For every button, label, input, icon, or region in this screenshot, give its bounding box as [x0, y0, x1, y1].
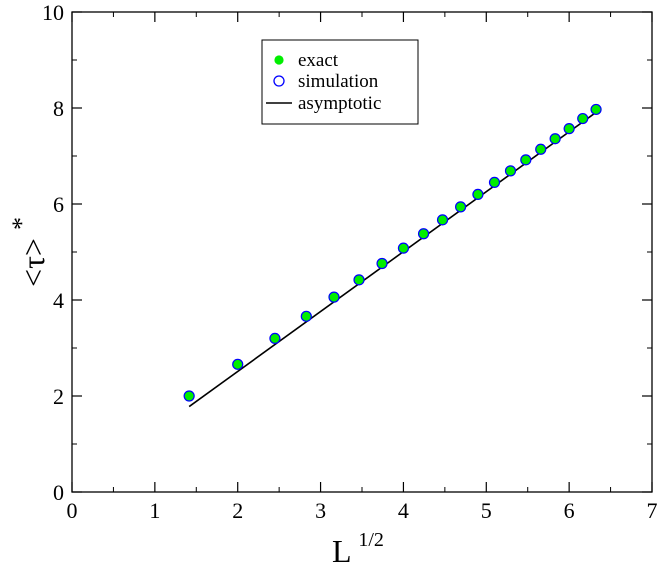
simulation-point — [232, 358, 244, 370]
y-axis-label: <τ> * — [7, 217, 51, 287]
simulation-point — [488, 176, 501, 188]
simulation-point — [183, 390, 195, 402]
simulation-point — [436, 214, 449, 226]
simulation-point — [376, 257, 388, 270]
legend: exact simulation asymptotic — [261, 39, 419, 125]
legend-label-asymptotic: asymptotic — [298, 93, 381, 114]
simulation-point — [549, 133, 561, 145]
axis-tick-labels: 0 1 2 3 4 5 6 7 0 2 4 6 8 10 — [42, 0, 658, 523]
axis-ticks — [71, 11, 653, 493]
exact-point — [505, 165, 516, 176]
y-tick-label: 4 — [53, 288, 64, 313]
y-tick-label: 10 — [42, 0, 64, 25]
simulation-point — [590, 103, 602, 116]
x-tick-label: 7 — [647, 498, 658, 523]
legend-marker-simulation — [273, 75, 285, 87]
y-tick-label: 6 — [53, 192, 64, 217]
simulation-point — [455, 201, 467, 213]
exact-point — [535, 144, 546, 155]
legend-marker-exact — [274, 55, 284, 65]
exact-point — [591, 104, 602, 115]
exact-point — [377, 258, 388, 269]
exact-point — [232, 359, 243, 370]
legend-box — [261, 39, 419, 125]
simulation-point — [397, 242, 410, 254]
simulation-point — [417, 228, 430, 240]
exact-point — [328, 292, 339, 303]
y-axis-label-text: <τ> — [15, 238, 51, 287]
exact-point — [301, 311, 312, 322]
simulation-point — [520, 154, 532, 166]
exact-point — [455, 201, 466, 212]
simulation-point — [300, 310, 312, 322]
x-tick-label: 5 — [481, 498, 492, 523]
simulation-point — [472, 188, 484, 200]
y-tick-label: 8 — [53, 96, 64, 121]
x-tick-label: 2 — [232, 498, 243, 523]
y-axis-label-superscript: * — [7, 217, 36, 230]
x-tick-label: 1 — [149, 498, 160, 523]
simulation-point — [269, 332, 281, 344]
asymptotic-line — [188, 111, 597, 408]
series-layer — [183, 103, 602, 408]
x-axis-label: L 1/2 — [332, 529, 384, 569]
simulation-point — [504, 165, 517, 177]
exact-point — [437, 214, 448, 225]
simulation-point — [353, 274, 365, 286]
legend-label-exact: exact — [298, 50, 339, 71]
legend-label-simulation: simulation — [298, 71, 379, 92]
exact-point — [489, 177, 500, 188]
exact-point — [354, 274, 365, 285]
exact-point — [398, 243, 409, 254]
x-tick-label: 3 — [315, 498, 326, 523]
exact-point — [269, 333, 280, 344]
svg-text:<τ> *: <τ> * — [7, 217, 51, 287]
exact-point — [520, 154, 531, 165]
y-tick-label: 2 — [53, 384, 64, 409]
exact-point — [472, 189, 483, 200]
x-tick-label: 0 — [67, 498, 78, 523]
x-tick-label: 4 — [398, 498, 409, 523]
exact-point — [577, 113, 588, 124]
simulation-point — [577, 112, 589, 125]
simulation-point — [328, 291, 340, 303]
exact-point — [550, 133, 561, 144]
x-axis-label-base: L — [332, 533, 350, 569]
exact-point — [564, 123, 575, 134]
x-tick-label: 6 — [564, 498, 575, 523]
exact-point — [184, 391, 195, 401]
simulation-point — [563, 123, 575, 135]
simulation-point — [535, 143, 547, 155]
x-axis-label-exponent: 1/2 — [358, 529, 384, 551]
y-tick-label: 0 — [53, 480, 64, 505]
exact-point — [418, 228, 429, 239]
